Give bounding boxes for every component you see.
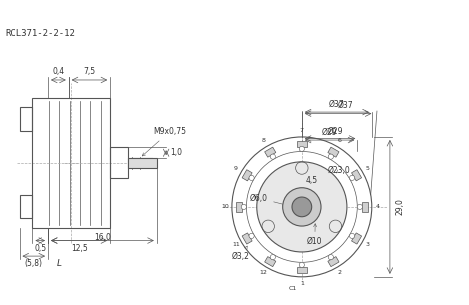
Bar [352,233,362,244]
Bar [235,202,242,212]
Text: Ø37: Ø37 [338,101,354,110]
Circle shape [270,154,275,159]
Bar [328,147,339,157]
Text: Ø6,0: Ø6,0 [250,194,286,206]
Text: 10: 10 [222,204,229,210]
Text: 1,0: 1,0 [170,148,182,157]
Text: 0,4: 0,4 [53,67,64,76]
Circle shape [349,175,355,181]
Text: 3: 3 [366,242,370,247]
Text: 11: 11 [232,242,240,247]
Circle shape [349,233,355,239]
Circle shape [328,255,333,260]
Circle shape [328,154,333,159]
Circle shape [357,204,363,210]
Text: 2: 2 [338,270,342,275]
Bar [110,147,129,178]
Bar [32,98,110,228]
Text: 4,5: 4,5 [306,176,318,185]
Bar [362,202,368,212]
Text: Ø3,2: Ø3,2 [232,246,250,261]
Text: M9x0,75: M9x0,75 [142,127,186,156]
Text: 7: 7 [300,128,304,133]
Text: Ø23,0: Ø23,0 [328,166,350,175]
Bar [242,170,252,181]
Text: RCL371-2-2-12: RCL371-2-2-12 [6,29,76,38]
Circle shape [249,175,254,181]
Bar [129,158,157,167]
Text: 16,0: 16,0 [94,233,111,242]
Text: C1: C1 [288,286,297,291]
Text: 6: 6 [338,138,342,143]
Bar [265,147,276,157]
Text: 1: 1 [300,281,304,285]
Text: 12: 12 [260,270,268,275]
Bar [265,257,276,267]
Circle shape [299,146,304,152]
Circle shape [283,188,321,226]
Text: 8: 8 [262,138,266,143]
Text: L: L [57,259,62,268]
Text: 4: 4 [376,204,380,210]
Bar [352,170,362,181]
Circle shape [257,162,347,252]
Bar [20,195,32,218]
Text: 7,5: 7,5 [83,67,96,76]
Text: 0,5: 0,5 [34,244,46,253]
Bar [328,257,339,267]
Bar [297,267,307,273]
Circle shape [241,204,246,210]
Text: 12,5: 12,5 [71,244,87,253]
Circle shape [249,233,254,239]
Bar [297,141,307,147]
Text: 5: 5 [366,166,370,171]
Text: Ø10: Ø10 [307,224,323,246]
Circle shape [292,197,312,217]
Text: 9: 9 [234,166,238,171]
Text: Ø37: Ø37 [329,99,345,109]
Circle shape [299,262,304,267]
Text: Ø29: Ø29 [328,126,343,135]
Text: 29,0: 29,0 [395,199,404,215]
Circle shape [270,255,275,260]
Bar [242,233,252,244]
Bar [20,107,32,131]
Text: Ø29: Ø29 [322,128,337,137]
Text: (5,8): (5,8) [25,259,43,268]
